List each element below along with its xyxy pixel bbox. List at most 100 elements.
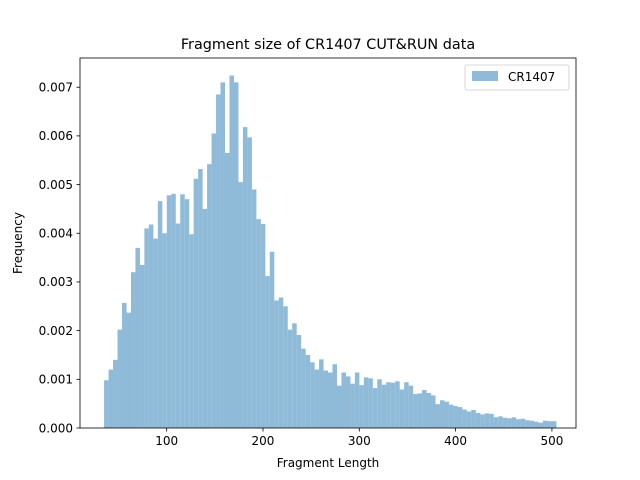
histogram-bar (534, 421, 539, 428)
histogram-bar (377, 379, 382, 428)
histogram-bar (180, 194, 185, 428)
histogram-bar (354, 372, 360, 428)
histogram-bar (310, 362, 315, 428)
histogram-bar (171, 193, 176, 428)
histogram-bar (439, 400, 445, 428)
histogram-bar (166, 195, 172, 428)
histogram-bar (395, 381, 400, 428)
histogram-bar (162, 233, 167, 428)
histogram-bar (265, 276, 270, 428)
histogram-bar (368, 378, 373, 428)
y-tick-label: 0.003 (39, 275, 73, 289)
legend: CR1407 (464, 64, 570, 91)
histogram-bar (525, 420, 530, 428)
histogram-bar (225, 152, 230, 428)
histogram-bar (202, 208, 208, 428)
histogram-bar (108, 369, 114, 428)
legend-swatch-cr1407 (472, 71, 498, 81)
y-tick-label: 0.002 (39, 324, 73, 338)
y-tick-label: 0.005 (39, 178, 73, 192)
histogram-bar (260, 224, 266, 428)
histogram-bar (314, 369, 320, 428)
histogram-bar (426, 392, 432, 428)
histogram-bar (157, 201, 163, 428)
histogram-bar (413, 393, 418, 428)
x-tick-label: 300 (348, 434, 371, 448)
histogram-bar (278, 297, 284, 428)
histogram-bar (283, 306, 288, 428)
histogram-bar (484, 413, 490, 428)
histogram-bar (399, 389, 405, 428)
y-axis-ticks: 0.000 0.001 0.002 0.003 0.004 0.005 0.006 0.007 (39, 81, 80, 435)
histogram-bar (148, 224, 154, 428)
histogram-bar (538, 422, 544, 428)
y-tick-label: 0.001 (39, 373, 73, 387)
histogram-bar (323, 370, 329, 428)
y-tick-label: 0.006 (39, 129, 73, 143)
histogram-bar (238, 182, 243, 428)
histogram-bar (381, 384, 387, 428)
histogram-bar (220, 82, 226, 428)
histogram-bar (242, 127, 248, 428)
histogram-bar (113, 359, 118, 428)
histogram-bar (466, 411, 472, 428)
histogram-bar (189, 234, 194, 428)
x-axis-title: Fragment Length (277, 456, 380, 470)
histogram-bar (207, 164, 212, 428)
histogram-bar (319, 359, 324, 428)
histogram-bar (216, 94, 221, 428)
histogram-bar (305, 354, 311, 428)
histogram-bar (247, 137, 252, 429)
y-axis-title: Frequency (11, 212, 25, 274)
histogram-bar (135, 247, 140, 428)
histogram-bar (507, 418, 512, 428)
histogram-bar (269, 251, 275, 428)
plot-frame (79, 57, 577, 429)
histogram-bar (296, 335, 302, 428)
histogram-bars (104, 75, 557, 429)
histogram-bar (551, 421, 557, 428)
histogram-bar (502, 417, 508, 428)
histogram-bar (175, 223, 181, 428)
legend-label-cr1407: CR1407 (508, 70, 555, 84)
histogram-bar (121, 302, 127, 428)
histogram-bar (404, 382, 409, 428)
histogram-bar (292, 323, 297, 428)
histogram-bar (444, 401, 449, 428)
histogram-bar (390, 382, 396, 428)
histogram-bar (422, 390, 427, 428)
histogram-bar (475, 412, 481, 428)
histogram-bar (229, 75, 234, 428)
x-axis-ticks: 100 200 300 400 500 (155, 428, 563, 448)
histogram-bar (431, 395, 436, 428)
histogram-bar (542, 420, 548, 428)
histogram-bar (256, 219, 261, 428)
histogram-bar (233, 82, 239, 428)
histogram-bar (144, 228, 149, 428)
histogram-bar (117, 329, 123, 428)
histogram-bar (345, 376, 351, 428)
histogram-bar (287, 329, 293, 428)
histogram-bar (328, 372, 333, 428)
histogram-bar (520, 418, 526, 428)
histogram-bar (453, 406, 458, 428)
histogram-bar (529, 420, 535, 428)
histogram-bar (211, 133, 217, 428)
histogram-bar (350, 383, 355, 428)
histogram-bar (153, 238, 158, 428)
histogram-bar (448, 404, 454, 428)
histogram-bar (332, 364, 338, 428)
histogram-bar (498, 416, 503, 428)
histogram-bar (251, 189, 257, 428)
y-tick-label: 0.004 (39, 227, 73, 241)
histogram-bar (274, 300, 279, 428)
histogram-bar (417, 393, 423, 428)
histogram-bar (104, 380, 109, 428)
histogram-bar (493, 417, 499, 428)
histogram-bar (184, 199, 190, 428)
histogram-bar (372, 388, 378, 428)
histogram-bar (198, 169, 203, 428)
chart-title: Fragment size of CR1407 CUT&RUN data (181, 37, 475, 53)
x-tick-label: 500 (540, 434, 563, 448)
